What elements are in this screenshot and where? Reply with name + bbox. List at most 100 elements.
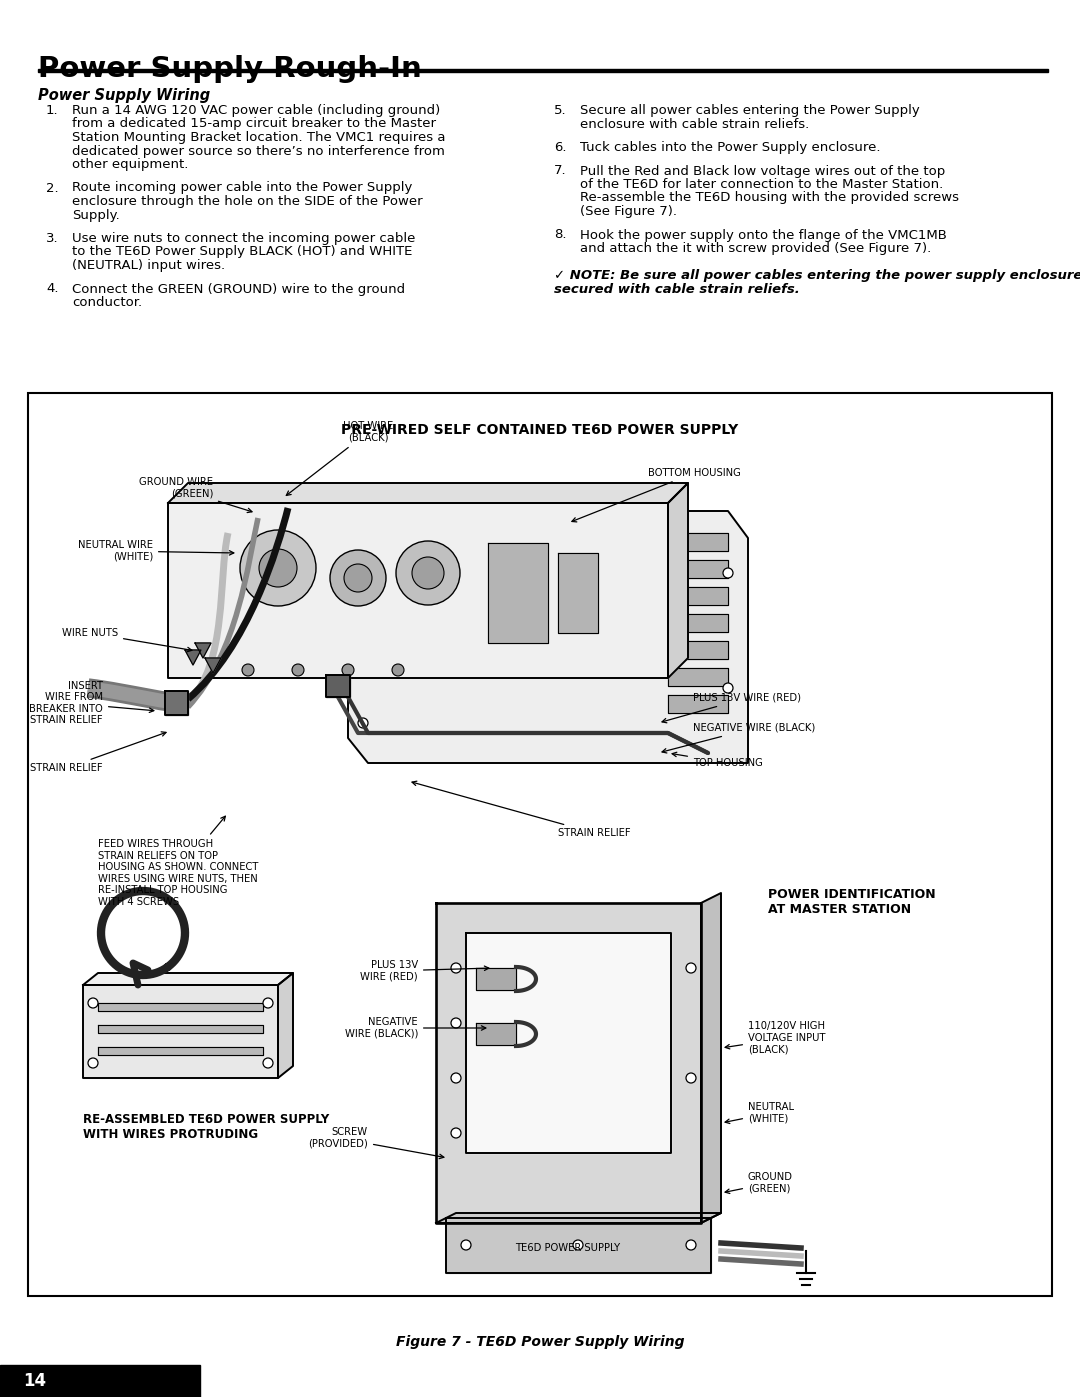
- Circle shape: [723, 683, 733, 693]
- Polygon shape: [436, 1213, 721, 1222]
- Text: ✓ NOTE: Be sure all power cables entering the power supply enclosure are: ✓ NOTE: Be sure all power cables enterin…: [554, 270, 1080, 282]
- Text: NEGATIVE
WIRE (BLACK)): NEGATIVE WIRE (BLACK)): [345, 1017, 486, 1039]
- Text: Connect the GREEN (GROUND) wire to the ground: Connect the GREEN (GROUND) wire to the g…: [72, 282, 405, 296]
- Circle shape: [411, 557, 444, 590]
- Text: TE6D POWER SUPPLY: TE6D POWER SUPPLY: [515, 1243, 621, 1253]
- Polygon shape: [465, 933, 671, 1153]
- Circle shape: [686, 963, 696, 972]
- Text: Station Mounting Bracket location. The VMC1 requires a: Station Mounting Bracket location. The V…: [72, 131, 446, 144]
- Polygon shape: [488, 543, 548, 643]
- Text: of the TE6D for later connection to the Master Station.: of the TE6D for later connection to the …: [580, 177, 943, 191]
- Bar: [0, 1365, 200, 1397]
- Polygon shape: [326, 675, 350, 697]
- Text: NEGATIVE WIRE (BLACK): NEGATIVE WIRE (BLACK): [662, 724, 815, 753]
- Text: (NEUTRAL) input wires.: (NEUTRAL) input wires.: [72, 258, 225, 272]
- Circle shape: [686, 1241, 696, 1250]
- Text: STRAIN RELIEF: STRAIN RELIEF: [30, 732, 166, 773]
- Text: PRE-WIRED SELF CONTAINED TE6D POWER SUPPLY: PRE-WIRED SELF CONTAINED TE6D POWER SUPP…: [341, 423, 739, 437]
- Polygon shape: [701, 893, 721, 1222]
- Text: 6.: 6.: [554, 141, 567, 154]
- Text: secured with cable strain reliefs.: secured with cable strain reliefs.: [554, 284, 800, 296]
- Text: WIRE NUTS: WIRE NUTS: [62, 629, 192, 652]
- Text: TOP HOUSING: TOP HOUSING: [672, 752, 762, 768]
- Polygon shape: [83, 985, 278, 1078]
- Text: Use wire nuts to connect the incoming power cable: Use wire nuts to connect the incoming po…: [72, 232, 416, 244]
- Circle shape: [396, 541, 460, 605]
- Circle shape: [264, 997, 273, 1009]
- Polygon shape: [476, 968, 516, 990]
- Text: 2.: 2.: [46, 182, 58, 194]
- Polygon shape: [205, 658, 221, 673]
- Text: Route incoming power cable into the Power Supply: Route incoming power cable into the Powe…: [72, 182, 413, 194]
- Polygon shape: [195, 643, 211, 658]
- Polygon shape: [669, 587, 728, 605]
- Text: Power Supply Rough-In: Power Supply Rough-In: [38, 54, 422, 82]
- Text: from a dedicated 15-amp circuit breaker to the Master: from a dedicated 15-amp circuit breaker …: [72, 117, 436, 130]
- Polygon shape: [168, 483, 688, 503]
- Circle shape: [573, 1241, 583, 1250]
- Circle shape: [357, 548, 368, 557]
- Text: Pull the Red and Black low voltage wires out of the top: Pull the Red and Black low voltage wires…: [580, 165, 945, 177]
- Polygon shape: [669, 694, 728, 712]
- Circle shape: [292, 664, 303, 676]
- Circle shape: [451, 1073, 461, 1083]
- Text: enclosure with cable strain reliefs.: enclosure with cable strain reliefs.: [580, 117, 809, 130]
- Text: conductor.: conductor.: [72, 296, 143, 309]
- Text: 1.: 1.: [46, 103, 58, 117]
- Text: Hook the power supply onto the flange of the VMC1MB: Hook the power supply onto the flange of…: [580, 229, 947, 242]
- Text: 7.: 7.: [554, 165, 567, 177]
- Polygon shape: [168, 503, 669, 678]
- Text: other equipment.: other equipment.: [72, 158, 188, 170]
- Text: and attach the it with screw provided (See Figure 7).: and attach the it with screw provided (S…: [580, 242, 931, 256]
- Polygon shape: [278, 972, 293, 1078]
- Circle shape: [87, 1058, 98, 1067]
- Polygon shape: [669, 668, 728, 686]
- Circle shape: [242, 664, 254, 676]
- Text: BOTTOM HOUSING: BOTTOM HOUSING: [572, 468, 741, 522]
- Circle shape: [87, 997, 98, 1009]
- Circle shape: [461, 1241, 471, 1250]
- Text: 3.: 3.: [46, 232, 58, 244]
- Text: RE-ASSEMBLED TE6D POWER SUPPLY
WITH WIRES PROTRUDING: RE-ASSEMBLED TE6D POWER SUPPLY WITH WIRE…: [83, 1113, 329, 1141]
- Circle shape: [342, 664, 354, 676]
- Text: Secure all power cables entering the Power Supply: Secure all power cables entering the Pow…: [580, 103, 920, 117]
- Text: 8.: 8.: [554, 229, 567, 242]
- Polygon shape: [436, 902, 701, 1222]
- Text: NEUTRAL
(WHITE): NEUTRAL (WHITE): [725, 1102, 794, 1123]
- Circle shape: [723, 569, 733, 578]
- Polygon shape: [669, 641, 728, 659]
- Polygon shape: [98, 1025, 264, 1032]
- Text: Power Supply Wiring: Power Supply Wiring: [38, 88, 211, 103]
- Circle shape: [451, 1018, 461, 1028]
- Text: HOT WIRE
(BLACK): HOT WIRE (BLACK): [286, 422, 393, 496]
- Text: 4.: 4.: [46, 282, 58, 296]
- Polygon shape: [348, 511, 748, 763]
- Text: GROUND
(GREEN): GROUND (GREEN): [725, 1172, 793, 1194]
- Text: (See Figure 7).: (See Figure 7).: [580, 205, 677, 218]
- Circle shape: [264, 1058, 273, 1067]
- Circle shape: [345, 564, 372, 592]
- Bar: [28, 393, 1052, 1296]
- Polygon shape: [558, 553, 598, 633]
- Text: Tuck cables into the Power Supply enclosure.: Tuck cables into the Power Supply enclos…: [580, 141, 880, 154]
- Polygon shape: [669, 615, 728, 631]
- Text: 14: 14: [24, 1372, 46, 1390]
- Polygon shape: [669, 534, 728, 550]
- Circle shape: [451, 963, 461, 972]
- Circle shape: [357, 638, 368, 648]
- Polygon shape: [669, 483, 688, 678]
- Text: to the TE6D Power Supply BLACK (HOT) and WHITE: to the TE6D Power Supply BLACK (HOT) and…: [72, 246, 413, 258]
- Text: FEED WIRES THROUGH
STRAIN RELIEFS ON TOP
HOUSING AS SHOWN. CONNECT
WIRES USING W: FEED WIRES THROUGH STRAIN RELIEFS ON TOP…: [98, 816, 258, 907]
- Circle shape: [451, 1127, 461, 1139]
- Text: 110/120V HIGH
VOLTAGE INPUT
(BLACK): 110/120V HIGH VOLTAGE INPUT (BLACK): [725, 1021, 825, 1055]
- Text: INSERT
WIRE FROM
BREAKER INTO
STRAIN RELIEF: INSERT WIRE FROM BREAKER INTO STRAIN REL…: [29, 680, 153, 725]
- Polygon shape: [185, 650, 201, 665]
- Bar: [38, 68, 1048, 73]
- Text: 5.: 5.: [554, 103, 567, 117]
- Text: Supply.: Supply.: [72, 208, 120, 222]
- Text: NEUTRAL WIRE
(WHITE): NEUTRAL WIRE (WHITE): [78, 541, 234, 562]
- Polygon shape: [83, 972, 293, 985]
- Text: PLUS 13V WIRE (RED): PLUS 13V WIRE (RED): [662, 693, 801, 722]
- Text: STRAIN RELIEF: STRAIN RELIEF: [413, 781, 631, 838]
- Polygon shape: [446, 1218, 711, 1273]
